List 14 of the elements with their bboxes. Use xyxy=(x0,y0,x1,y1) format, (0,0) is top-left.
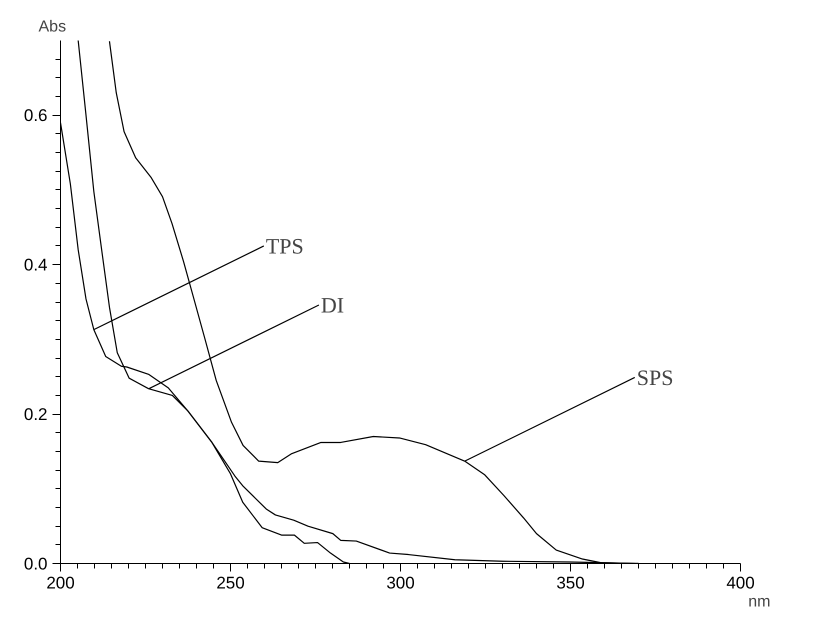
annotation: DI xyxy=(320,292,344,318)
y-tick-label: 0.6 xyxy=(24,106,48,126)
x-tick-label: 300 xyxy=(386,574,415,592)
y-tick-label: 0.0 xyxy=(24,554,48,574)
x-axis-title: nm xyxy=(748,594,771,610)
x-tick-label: 200 xyxy=(46,574,75,592)
y-tick-label: 0.2 xyxy=(24,405,48,424)
x-tick-label: 250 xyxy=(216,574,245,592)
x-tick-label: 400 xyxy=(726,574,755,592)
annotation: SPS xyxy=(636,364,674,390)
y-axis-title: Abs xyxy=(38,18,66,36)
y-tick-label: 0.4 xyxy=(24,256,48,275)
x-tick-label: 350 xyxy=(556,574,585,592)
annotation: TPS xyxy=(266,233,304,258)
